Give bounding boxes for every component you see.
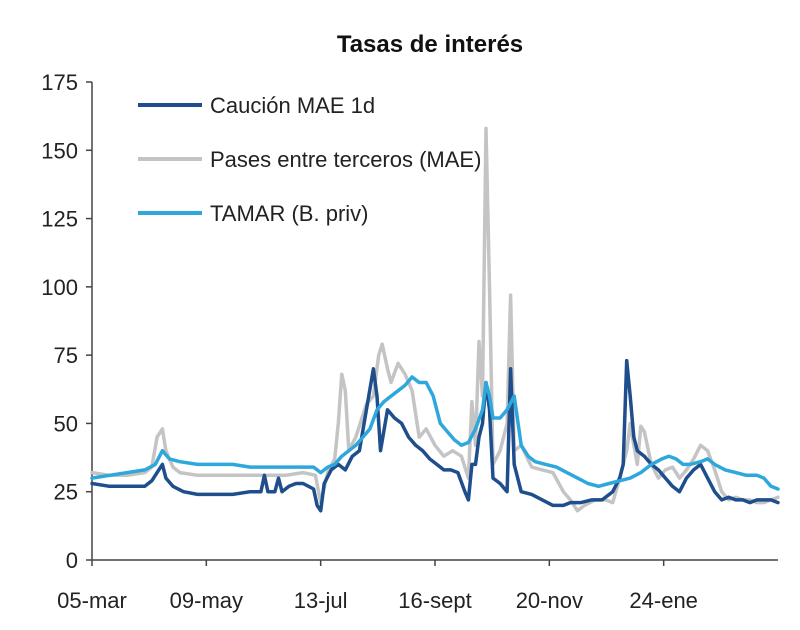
y-tick-label: 25 xyxy=(54,480,78,505)
x-tick-label: 05-mar xyxy=(57,588,127,613)
y-tick-label: 150 xyxy=(41,138,78,163)
legend-label: TAMAR (B. priv) xyxy=(210,201,368,226)
legend-label: Caución MAE 1d xyxy=(210,93,375,118)
series-line xyxy=(90,358,780,513)
x-tick-label: 13-jul xyxy=(294,588,348,613)
x-tick-label: 16-sept xyxy=(398,588,471,613)
x-tick-label: 20-nov xyxy=(516,588,583,613)
chart-axes: 0 25 50 75 100 125 150 175 05-mar 09-may 13-jul 16-… xyxy=(41,70,778,613)
series-line xyxy=(90,126,780,513)
legend-label: Pases entre terceros (MAE) xyxy=(210,147,481,172)
x-tick-label: 24-ene xyxy=(629,588,698,613)
x-tick-label: 09-may xyxy=(170,588,243,613)
y-tick-label: 175 xyxy=(41,70,78,95)
y-tick-label: 125 xyxy=(41,207,78,232)
y-tick-label: 100 xyxy=(41,275,78,300)
chart-title: Tasas de interés xyxy=(337,31,523,58)
y-tick-label: 0 xyxy=(66,548,78,573)
chart-legend: Caución MAE 1d Pases entre terceros (MAE)… xyxy=(138,93,481,226)
series-line xyxy=(90,375,780,491)
y-tick-label: 75 xyxy=(54,343,78,368)
y-tick-label: 50 xyxy=(54,411,78,436)
series-layer xyxy=(90,126,780,513)
